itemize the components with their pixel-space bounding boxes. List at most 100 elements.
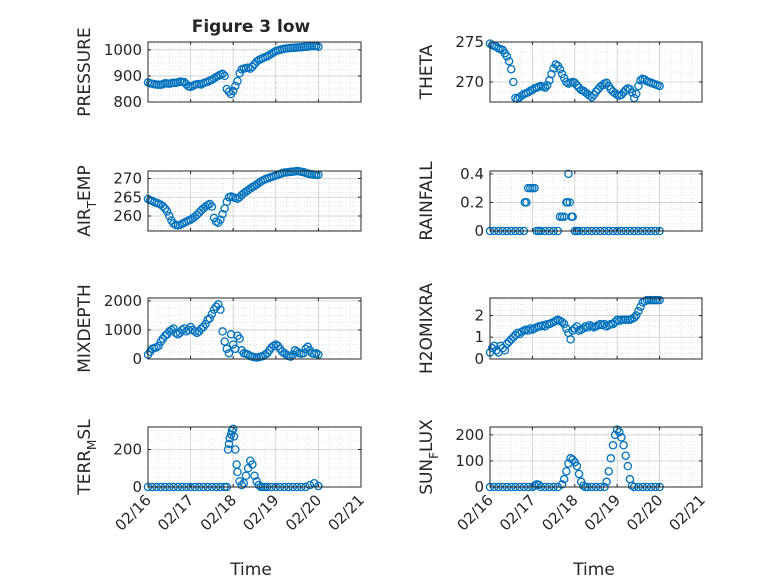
y-tick-label: 270 [455,73,484,91]
axes-box [489,41,703,103]
y-tick-label: 800 [113,93,142,111]
data-point [248,62,257,72]
data-point [489,341,499,351]
data-point [627,88,637,97]
y-tick-label: 265 [113,188,142,206]
data-point [252,57,261,66]
y-axis-label: SUNFLUX [417,419,441,495]
data-point [557,69,567,79]
data-point [165,211,174,221]
data-point [192,210,202,220]
data-point [564,169,573,179]
data-point [574,469,584,479]
x-tick-label: 02/21 [666,491,709,534]
data-point [591,87,601,96]
x-tick-label: 02/16 [454,491,497,534]
data-point [224,87,234,96]
axes-box [147,297,362,360]
y-axis-label-subscript: F [427,452,441,459]
data-point [617,433,626,442]
data-point [598,80,607,90]
y-tick-label: 260 [113,207,142,225]
data-point [655,81,664,91]
panel-4: 0 0.2 0.4 RAINFALL [417,161,703,241]
y-axis-label: PRESSURE [75,27,95,116]
y-axis-label: TERRMSL [75,419,99,496]
data-point [617,90,626,100]
data-point [228,86,238,96]
data-point [634,306,643,316]
data-point [152,343,161,352]
data-point [568,212,577,221]
data-point [559,319,569,329]
y-tick-label: 0.4 [460,165,484,183]
x-axis-label-right: Time [572,560,615,580]
data-point [506,64,516,74]
data-point [267,49,276,58]
data-point [218,327,227,336]
data-point [229,432,239,441]
y-axis-label-part: SUN [417,459,437,495]
data-point [509,77,518,87]
x-tick-label: 02/19 [581,491,624,534]
y-tick-label: 0 [474,350,484,368]
data-point [555,64,565,74]
data-point [312,348,321,358]
data-point [301,344,310,354]
y-tick-label: 2000 [104,292,142,310]
y-axis-label-part: AIR [75,208,95,237]
y-tick-label: 1 [474,328,484,346]
data-point [250,471,259,480]
data-point [231,445,240,454]
data-point [305,480,315,490]
data-point [201,202,210,211]
panel-6: 0 1 2 H2OMIXRA [417,283,703,374]
data-point [530,183,539,193]
x-tick-label: 02/17 [496,491,539,534]
axes-box [147,426,362,488]
x-tick-label: 02/21 [325,491,368,534]
y-axis-label-part: SL [75,419,95,440]
data-point [636,302,645,311]
data-point [218,209,227,219]
data-point [632,311,641,320]
data-point [608,441,618,450]
data-point [196,324,206,333]
data-point [205,199,215,209]
data-point [241,471,251,480]
data-point [568,455,577,464]
data-point [504,337,514,346]
data-point [559,73,569,83]
y-axis-label: RAINFALL [417,161,437,241]
data-point [547,69,556,79]
panel-8: 0 100 200 02/16 02/17 02/18 02/19 02/20 02/21 SUN… [417,419,709,535]
panel-1: 800 900 1000 PRESSURE [75,27,362,117]
data-point [498,343,507,353]
data-point [568,326,577,335]
data-point [216,305,225,314]
y-axis-label: THETA [417,44,437,100]
data-point [570,324,580,333]
y-tick-label: 0 [474,222,484,240]
y-tick-label: 1000 [104,41,142,59]
data-point [154,341,163,351]
data-point [585,91,594,100]
data-point [207,75,217,85]
y-axis-label-subscript: M [85,440,99,450]
axes-box [147,41,362,103]
x-tick-label: 02/20 [282,491,325,534]
data-point [158,201,168,211]
y-axis-label-part: TERR [75,450,95,496]
data-point [572,80,582,90]
data-point [600,319,609,329]
axes-box [489,297,703,360]
data-point [504,56,514,66]
data-point [160,331,170,341]
data-point [248,460,257,469]
data-point [619,441,628,450]
panel-7: 0 200 02/16 02/17 02/18 02/19 02/20 02/21 TERRMS… [75,419,368,535]
y-tick-label: 0 [132,350,142,368]
